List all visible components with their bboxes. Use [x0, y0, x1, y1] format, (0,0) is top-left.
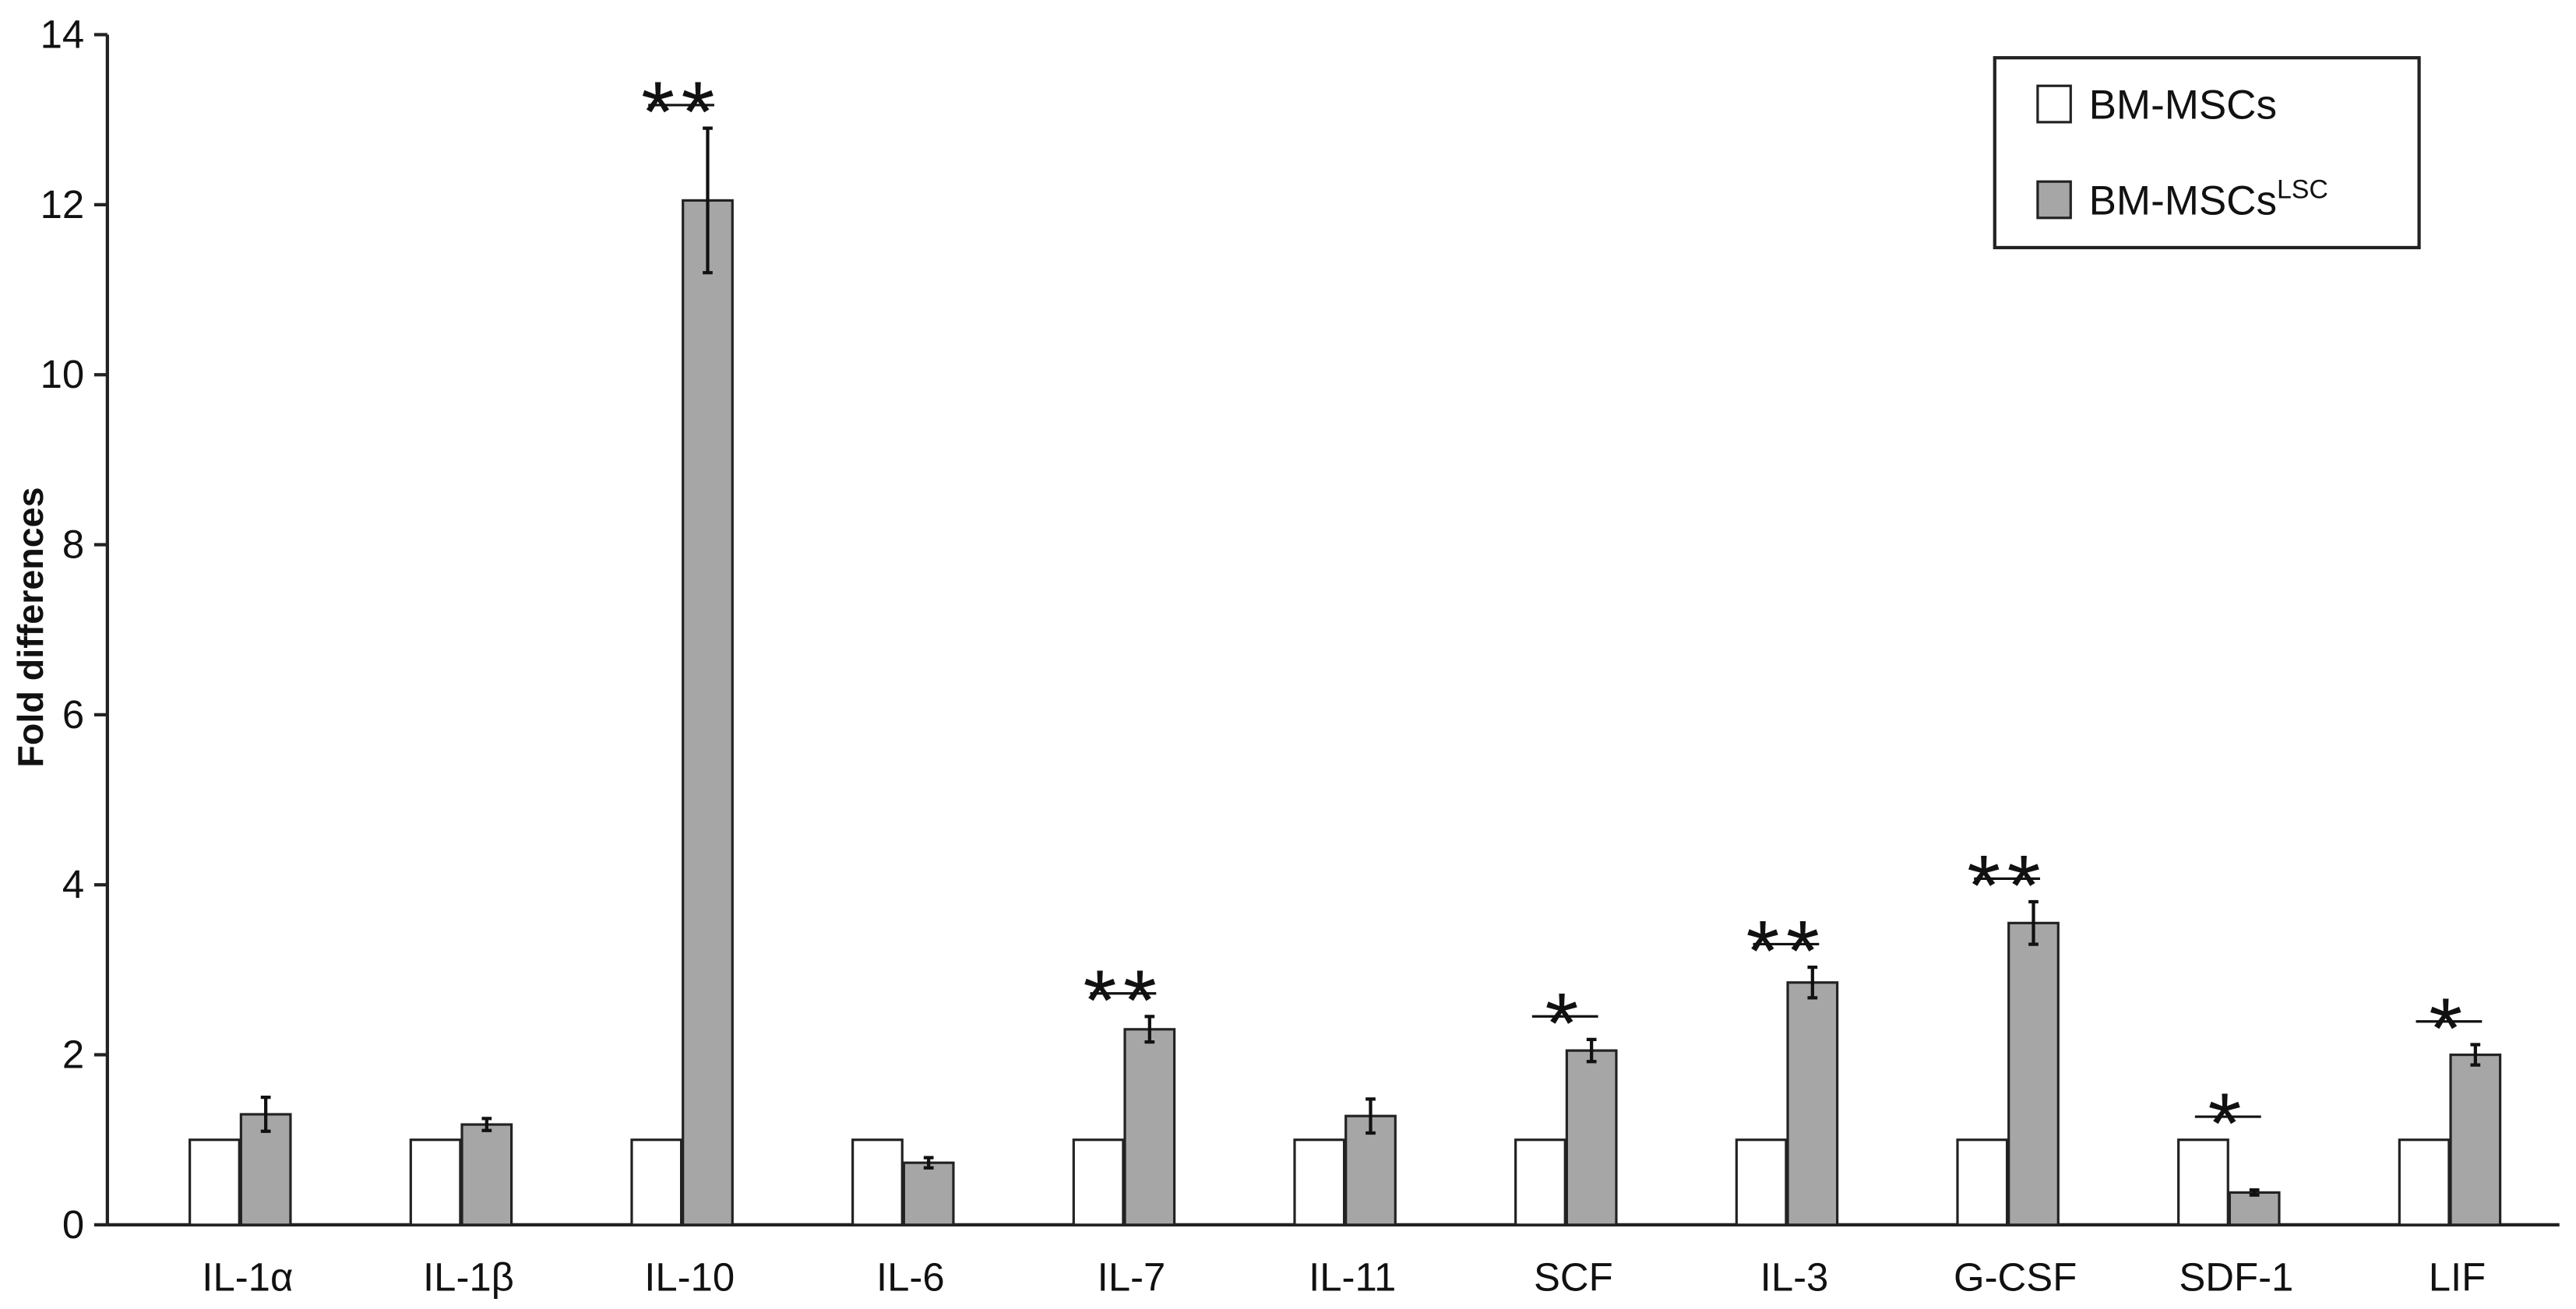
bar	[2007, 921, 2060, 1226]
y-tick-label: 2	[62, 1033, 84, 1077]
legend-label: BM-MSCsLSC	[2089, 174, 2328, 223]
x-tick-label: SDF-1	[2179, 1255, 2293, 1300]
bar	[902, 1161, 955, 1226]
error-bar	[1366, 1097, 1376, 1135]
significance-label: **	[1746, 903, 1827, 999]
bar	[1735, 1138, 1788, 1226]
y-tick-label: 12	[41, 182, 85, 227]
bar	[460, 1123, 513, 1226]
y-tick-label: 8	[62, 522, 84, 566]
bar	[1072, 1138, 1125, 1226]
legend-label-text: BM-MSCs	[2089, 83, 2277, 128]
bar	[1123, 1028, 1176, 1226]
significance-label: **	[1084, 952, 1164, 1048]
legend-label: BM-MSCs	[2089, 83, 2277, 128]
y-tick-label: 0	[62, 1202, 84, 1247]
error-bar	[2470, 1043, 2481, 1067]
bar	[682, 199, 734, 1226]
bar	[1786, 981, 1839, 1226]
significance-label: *	[2208, 1076, 2248, 1172]
significance-label: *	[2429, 980, 2469, 1076]
bar	[2177, 1138, 2229, 1226]
x-tick-label: IL-1β	[423, 1255, 514, 1300]
legend-label-text: BM-MSCs	[2089, 178, 2277, 224]
bar	[2228, 1191, 2281, 1226]
error-bar	[923, 1156, 934, 1170]
significance-label: **	[641, 65, 721, 160]
x-tick-label: IL-3	[1760, 1255, 1829, 1300]
bar	[409, 1138, 462, 1226]
legend-swatch	[2036, 84, 2072, 124]
legend-swatch	[2036, 180, 2072, 220]
x-tick-label: G-CSF	[1954, 1255, 2077, 1300]
x-tick-label: IL-11	[1309, 1255, 1396, 1300]
legend-label-superscript: LSC	[2277, 174, 2328, 204]
bar	[630, 1138, 683, 1226]
bar	[2398, 1138, 2451, 1226]
error-bar	[2249, 1188, 2260, 1197]
significance-label: *	[1545, 976, 1585, 1071]
y-tick-label: 4	[62, 862, 84, 906]
x-tick-label: IL-7	[1098, 1255, 1166, 1300]
y-tick-label: 6	[62, 692, 84, 737]
error-bar	[2028, 899, 2039, 946]
x-tick-label: IL-6	[876, 1255, 945, 1300]
bar	[189, 1138, 241, 1226]
bar	[1565, 1049, 1618, 1226]
bar	[1956, 1138, 2009, 1226]
x-tick-label: IL-10	[644, 1255, 735, 1300]
x-tick-label: IL-1α	[202, 1255, 293, 1300]
y-tick-label: 14	[41, 12, 85, 56]
bar	[1514, 1138, 1566, 1226]
significance-label: **	[1967, 838, 2047, 934]
x-tick-label: SCF	[1534, 1255, 1613, 1300]
y-axis-label: Fold differences	[10, 487, 51, 767]
error-bar	[1144, 1015, 1155, 1044]
bar	[2449, 1053, 2502, 1226]
error-bar	[1807, 965, 1818, 1000]
x-tick-label: LIF	[2429, 1255, 2486, 1300]
bar	[1293, 1138, 1346, 1226]
error-bar	[481, 1117, 492, 1132]
y-tick-label: 10	[41, 352, 85, 396]
error-bar	[1586, 1037, 1597, 1064]
error-bar	[703, 126, 713, 275]
error-bar	[260, 1096, 271, 1133]
bar	[851, 1138, 904, 1226]
